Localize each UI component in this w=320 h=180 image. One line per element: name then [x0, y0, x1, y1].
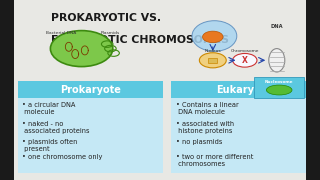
- Text: • a circular DNA
 molecule: • a circular DNA molecule: [22, 102, 76, 115]
- Text: X: X: [242, 56, 248, 65]
- FancyBboxPatch shape: [306, 0, 320, 180]
- Circle shape: [203, 31, 223, 43]
- Text: Chromosome: Chromosome: [230, 49, 259, 53]
- Ellipse shape: [192, 21, 237, 51]
- FancyBboxPatch shape: [171, 81, 317, 98]
- FancyBboxPatch shape: [254, 77, 304, 98]
- Text: • two or more different
 chromosomes: • two or more different chromosomes: [176, 154, 253, 167]
- Text: • associated with
 histone proteins: • associated with histone proteins: [176, 121, 234, 134]
- FancyBboxPatch shape: [18, 81, 163, 98]
- Text: • one chromosome only: • one chromosome only: [22, 154, 103, 160]
- Circle shape: [199, 53, 226, 68]
- Text: Plasmids: Plasmids: [101, 31, 120, 35]
- Text: DNA: DNA: [270, 24, 283, 29]
- Ellipse shape: [50, 31, 113, 67]
- Text: Eukaryote: Eukaryote: [216, 85, 272, 94]
- Text: • plasmids often
 present: • plasmids often present: [22, 139, 78, 152]
- Ellipse shape: [269, 49, 285, 72]
- Text: Prokaryote: Prokaryote: [60, 85, 121, 94]
- Text: • no plasmids: • no plasmids: [176, 139, 222, 145]
- Text: Bacterial DNA: Bacterial DNA: [46, 31, 76, 35]
- Text: Nucleosome: Nucleosome: [265, 80, 293, 84]
- FancyBboxPatch shape: [0, 0, 14, 180]
- Text: • Contains a linear
 DNA molecule: • Contains a linear DNA molecule: [176, 102, 239, 115]
- Text: EUKARYOTIC CHROMOSOMES: EUKARYOTIC CHROMOSOMES: [51, 35, 229, 45]
- FancyBboxPatch shape: [18, 98, 163, 173]
- Text: • naked - no
 associated proteins: • naked - no associated proteins: [22, 121, 90, 134]
- Circle shape: [233, 53, 257, 67]
- Text: PROKARYOTIC VS.: PROKARYOTIC VS.: [51, 13, 161, 23]
- FancyBboxPatch shape: [208, 58, 217, 63]
- Text: Nudeus: Nudeus: [204, 49, 221, 53]
- FancyBboxPatch shape: [171, 98, 317, 173]
- Ellipse shape: [267, 85, 292, 95]
